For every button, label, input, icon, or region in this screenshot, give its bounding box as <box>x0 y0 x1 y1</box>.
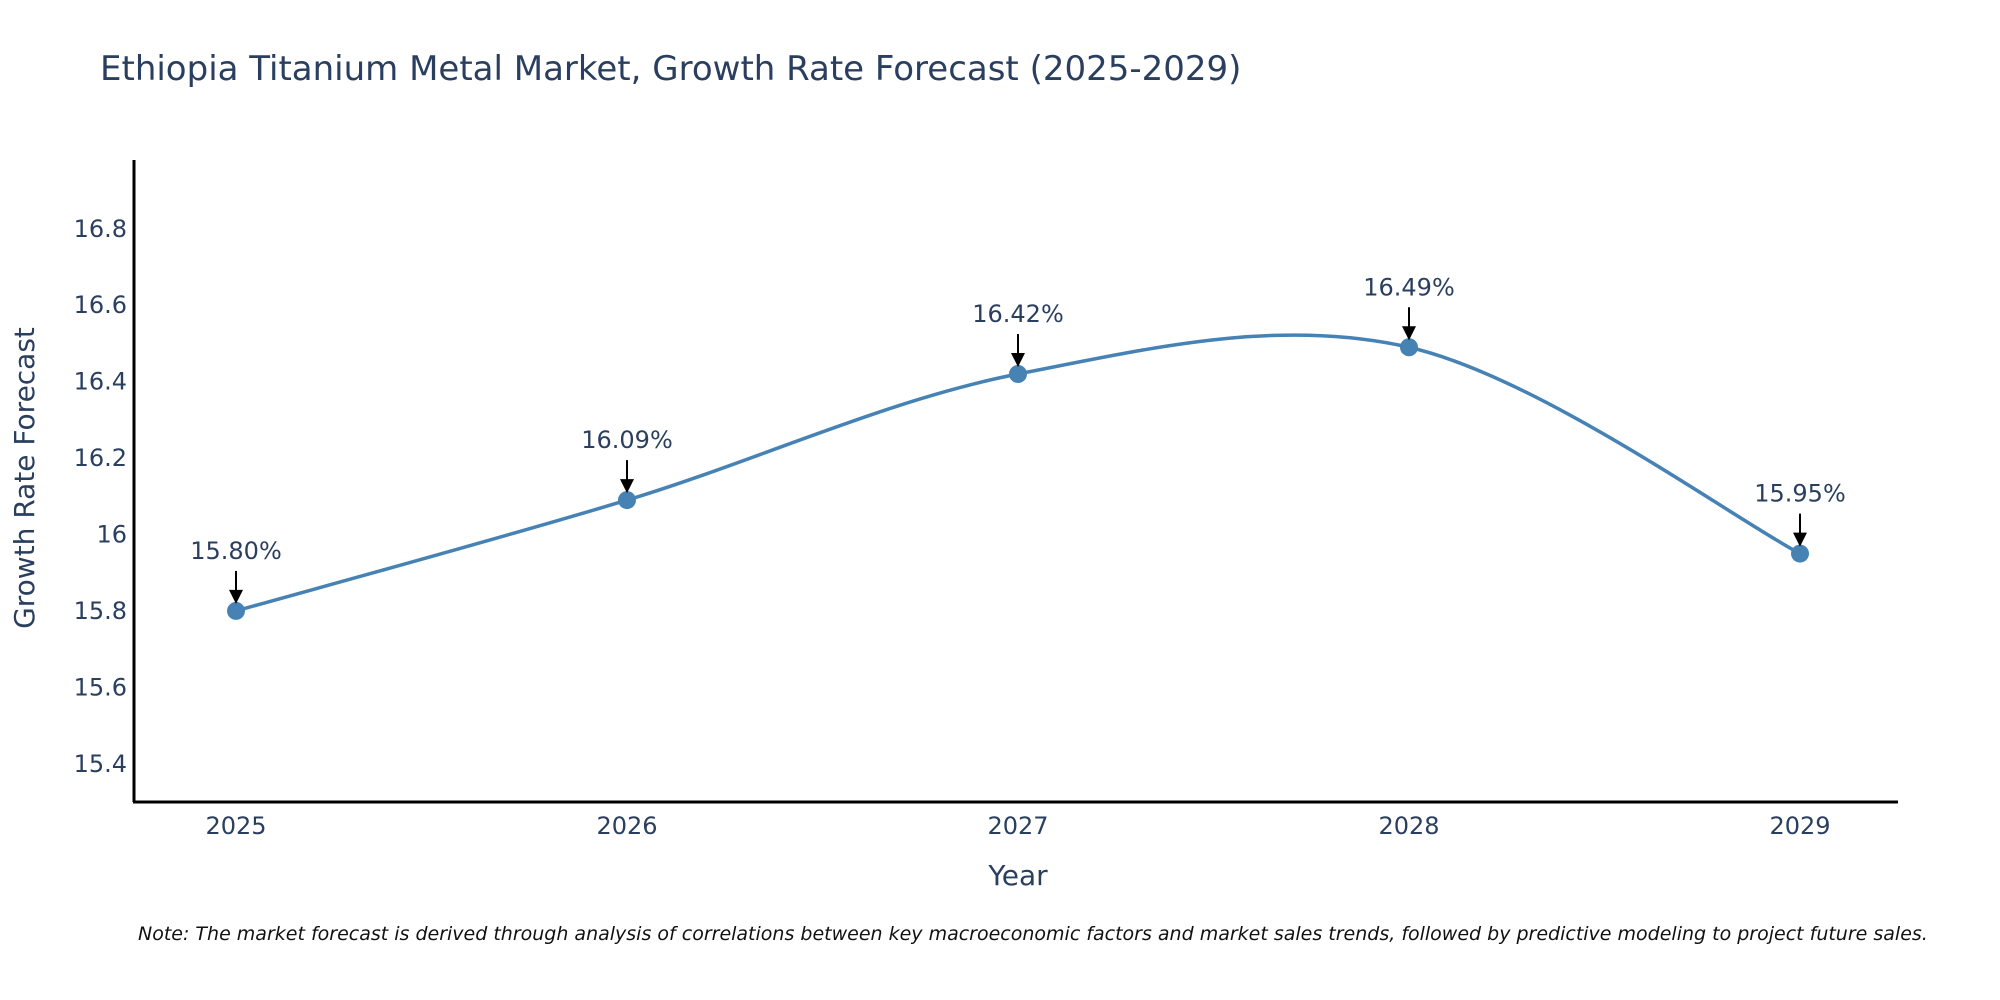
x-tick-label: 2026 <box>596 812 657 840</box>
annotation-arrow-head <box>1011 353 1025 367</box>
data-markers <box>227 338 1809 620</box>
data-label: 16.42% <box>972 300 1064 328</box>
data-point <box>1009 365 1027 383</box>
data-point <box>1791 544 1809 563</box>
y-tick-label: 16.6 <box>74 291 127 319</box>
y-tick-label: 16.2 <box>74 444 127 472</box>
chart-title: Ethiopia Titanium Metal Market, Growth R… <box>100 49 1241 89</box>
x-tick-label: 2027 <box>987 812 1048 840</box>
annotation-arrow-head <box>620 479 634 494</box>
annotation-arrow-head <box>1793 532 1807 547</box>
data-label: 15.95% <box>1754 480 1846 508</box>
data-point <box>1400 338 1418 357</box>
x-tick-label: 2028 <box>1378 812 1439 840</box>
y-tick-label: 16 <box>96 521 127 549</box>
x-tick-label: 2025 <box>205 812 266 840</box>
data-label: 16.49% <box>1363 273 1455 301</box>
y-tick-label: 15.4 <box>74 750 127 778</box>
annotation-arrow-head <box>229 589 243 604</box>
y-axis-title: Growth Rate Forecast <box>8 327 41 629</box>
x-axis-title: Year <box>987 859 1048 892</box>
y-tick-label: 15.8 <box>74 597 127 625</box>
y-tick-label: 15.6 <box>74 673 127 701</box>
chart-axes <box>132 160 1898 804</box>
y-tick-label: 16.4 <box>74 368 127 396</box>
data-label: 16.09% <box>581 426 673 454</box>
y-tick-label: 16.8 <box>74 215 127 243</box>
data-label: 15.80% <box>190 537 282 565</box>
data-point <box>618 491 636 510</box>
x-tick-label: 2029 <box>1769 812 1830 840</box>
footnote: Note: The market forecast is derived thr… <box>138 923 1928 945</box>
data-point <box>227 601 245 620</box>
x-tick-labels: 2025 2026 2027 2028 2029 <box>205 812 1830 840</box>
data-annotations: 15.80% 16.09% 16.42% 16.49% 15.95% <box>190 273 1846 604</box>
annotation-arrow-head <box>1402 326 1416 341</box>
y-tick-labels: 15.4 15.6 15.8 16 16.2 16.4 16.6 16.8 <box>74 215 127 778</box>
